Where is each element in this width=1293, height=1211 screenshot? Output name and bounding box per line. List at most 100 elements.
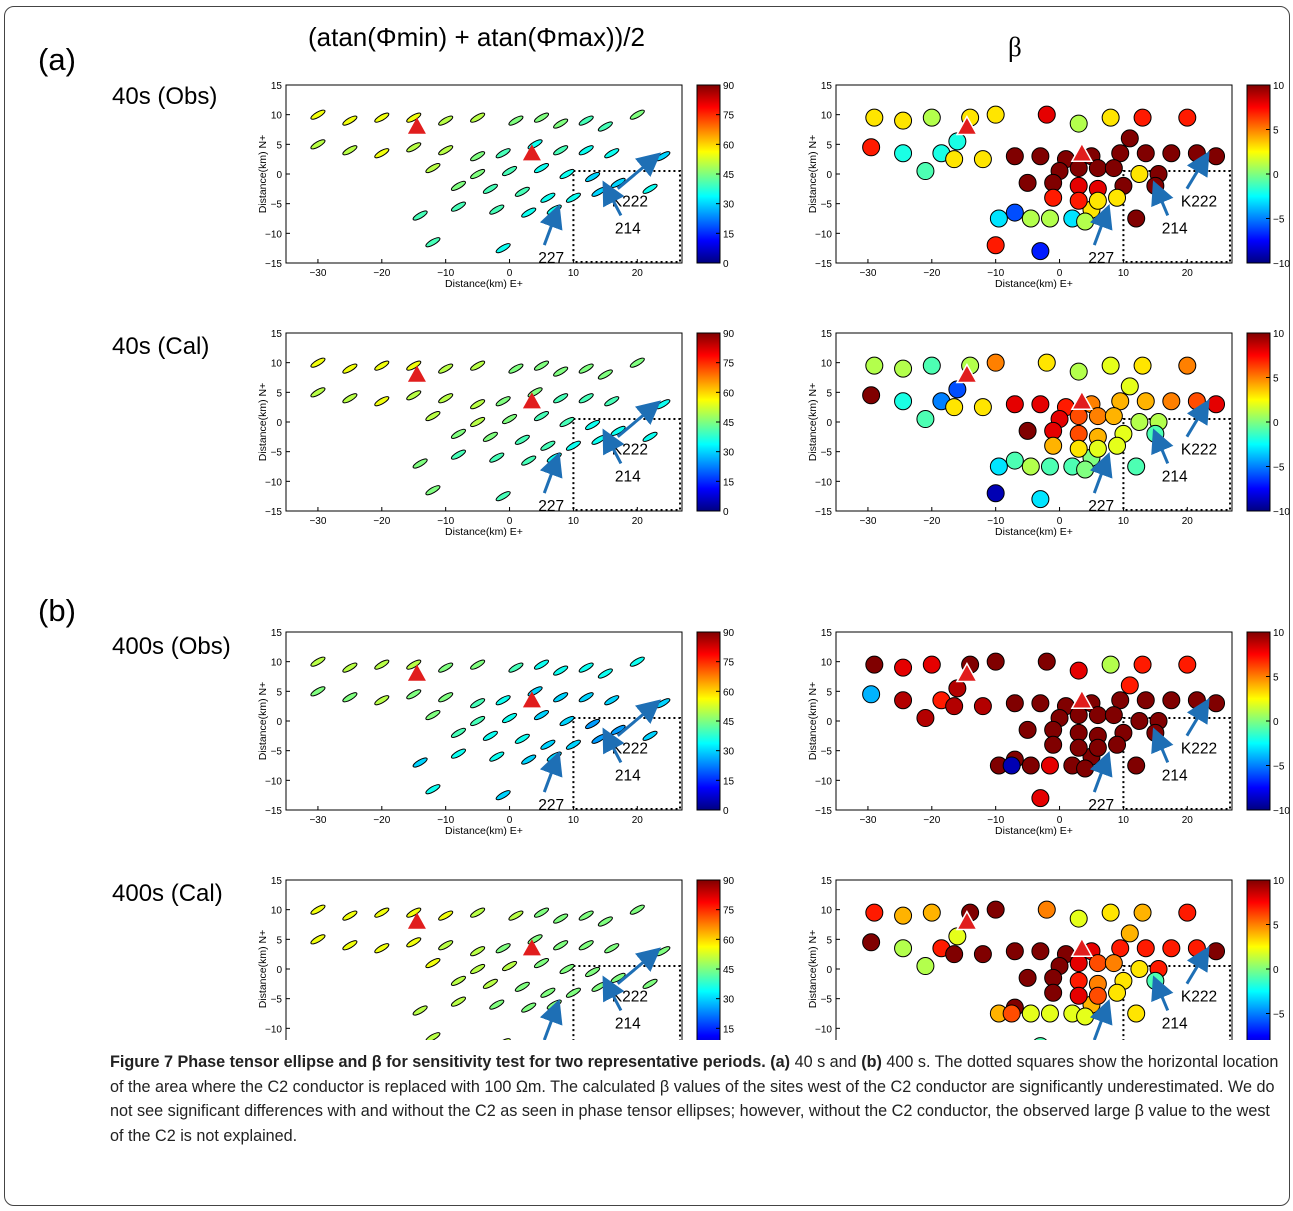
- phase-tensor-ellipse: [489, 751, 505, 762]
- colorbar: [1246, 879, 1271, 1040]
- x-axis-label: Distance(km) E+: [445, 278, 523, 290]
- colorbar-tick-label: −5: [1273, 1010, 1285, 1021]
- caption-a-text: 40 s and: [794, 1053, 857, 1071]
- x-tick-label: 0: [507, 815, 513, 826]
- beta-site-marker: [1069, 661, 1088, 680]
- x-tick-label: 0: [1057, 268, 1063, 279]
- chart-beta-400s-cal: −30−20−1001020151050−5−10−15Distance(km)…: [807, 876, 1285, 1040]
- y-tick-label: −10: [815, 1024, 832, 1035]
- phase-tensor-ellipse: [425, 410, 441, 422]
- phase-tensor-ellipse: [310, 387, 326, 398]
- y-tick-label: 15: [821, 329, 833, 340]
- beta-site-marker: [865, 356, 884, 375]
- beta-site-marker: [862, 386, 881, 405]
- annotation-arrow: [1089, 998, 1113, 1040]
- phase-tensor-ellipse: [540, 192, 556, 203]
- y-tick-label: −5: [271, 747, 283, 758]
- phase-tensor-ellipse: [342, 910, 358, 921]
- beta-site-marker: [1076, 212, 1095, 231]
- x-tick-label: −20: [373, 815, 390, 826]
- phase-tensor-ellipse: [597, 916, 613, 927]
- phase-tensor-ellipse: [374, 360, 390, 371]
- phase-tensor-ellipse: [470, 946, 486, 957]
- phase-tensor-ellipse: [342, 393, 358, 404]
- beta-site-marker: [945, 697, 964, 716]
- y-tick-label: 15: [821, 876, 833, 887]
- beta-site-marker: [894, 392, 913, 411]
- annotation-arrow: [1185, 946, 1210, 985]
- phase-tensor-ellipse: [425, 485, 441, 496]
- colorbar-tick-label: −5: [1273, 463, 1285, 474]
- beta-site-marker: [1037, 105, 1056, 124]
- beta-site-marker: [1040, 457, 1059, 476]
- volcano-triangle: [407, 912, 426, 929]
- colorbar-tick-label: 30: [723, 995, 735, 1006]
- y-tick-label: 5: [276, 687, 282, 698]
- x-tick-label: −10: [987, 815, 1004, 826]
- beta-site-marker: [1031, 490, 1050, 509]
- c2-dotted-box: [572, 717, 682, 810]
- beta-site-marker: [1187, 392, 1206, 411]
- beta-site-marker: [986, 484, 1005, 503]
- plot-area: [285, 879, 683, 1040]
- y-tick-label: −10: [815, 229, 832, 240]
- beta-site-marker: [1104, 159, 1123, 178]
- beta-site-marker: [922, 903, 941, 922]
- phase-tensor-ellipse: [604, 396, 620, 407]
- colorbar-tick-label: 75: [723, 359, 735, 370]
- phase-tensor-ellipse: [642, 183, 658, 194]
- phase-tensor-ellipse: [533, 112, 550, 123]
- volcano-triangle: [407, 664, 426, 681]
- phase-tensor-ellipse: [342, 363, 358, 374]
- phase-tensor-ellipse: [406, 659, 422, 670]
- x-axis-label: Distance(km) E+: [995, 825, 1073, 837]
- colorbar-tick-label: 60: [723, 140, 735, 151]
- volcano-triangle: [522, 144, 541, 161]
- beta-site-marker: [945, 945, 964, 964]
- beta-site-marker: [1127, 457, 1146, 476]
- beta-site-marker: [922, 356, 941, 375]
- column-title-beta: β: [1008, 32, 1022, 62]
- y-tick-label: 10: [271, 111, 283, 122]
- colorbar-tick-label: 45: [723, 965, 735, 976]
- y-tick-label: −15: [265, 259, 282, 270]
- annotation-label: 214: [615, 468, 641, 485]
- phase-tensor-ellipse: [553, 393, 569, 404]
- volcano-triangle: [955, 661, 979, 683]
- beta-site-marker: [1044, 983, 1063, 1002]
- beta-site-marker: [945, 150, 964, 169]
- y-tick-label: 0: [826, 965, 832, 976]
- y-tick-label: 5: [826, 388, 832, 399]
- beta-site-marker: [865, 108, 884, 127]
- phase-tensor-ellipse: [508, 363, 524, 374]
- phase-tensor-ellipse: [495, 148, 511, 159]
- colorbar-tick-label: 15: [723, 1024, 735, 1035]
- annotation-label: 227: [1088, 250, 1114, 267]
- phase-tensor-ellipse: [514, 434, 530, 445]
- phase-tensor-ellipse: [450, 201, 467, 212]
- annotation-label: 227: [538, 797, 564, 814]
- beta-site-marker: [1076, 759, 1095, 778]
- phase-tensor-ellipse: [425, 1032, 441, 1040]
- y-tick-label: −15: [815, 507, 832, 518]
- volcano-triangle: [1070, 688, 1094, 709]
- phase-tensor-ellipse: [501, 165, 518, 177]
- beta-site-marker: [1044, 188, 1063, 207]
- colorbar-tick-label: 30: [723, 747, 735, 758]
- beta-site-marker: [1120, 129, 1139, 148]
- volcano-triangle: [1070, 389, 1094, 410]
- chart-phase-400s-cal: −30−20−1001020151050−5−10−15Distance(km)…: [257, 876, 735, 1040]
- beta-site-marker: [1088, 159, 1107, 178]
- beta-site-marker: [894, 144, 913, 163]
- x-tick-label: −20: [923, 268, 940, 279]
- beta-site-marker: [1178, 108, 1197, 127]
- phase-tensor-ellipse: [514, 733, 530, 744]
- phase-tensor-ellipse: [629, 357, 645, 368]
- annotation-arrow: [1185, 151, 1210, 190]
- phase-tensor-ellipse: [450, 428, 467, 439]
- caption-b-label: (b): [861, 1053, 882, 1071]
- colorbar-tick-label: 30: [723, 448, 735, 459]
- beta-site-marker: [1069, 114, 1088, 133]
- beta-site-marker: [916, 410, 935, 429]
- phase-tensor-ellipse: [412, 210, 428, 221]
